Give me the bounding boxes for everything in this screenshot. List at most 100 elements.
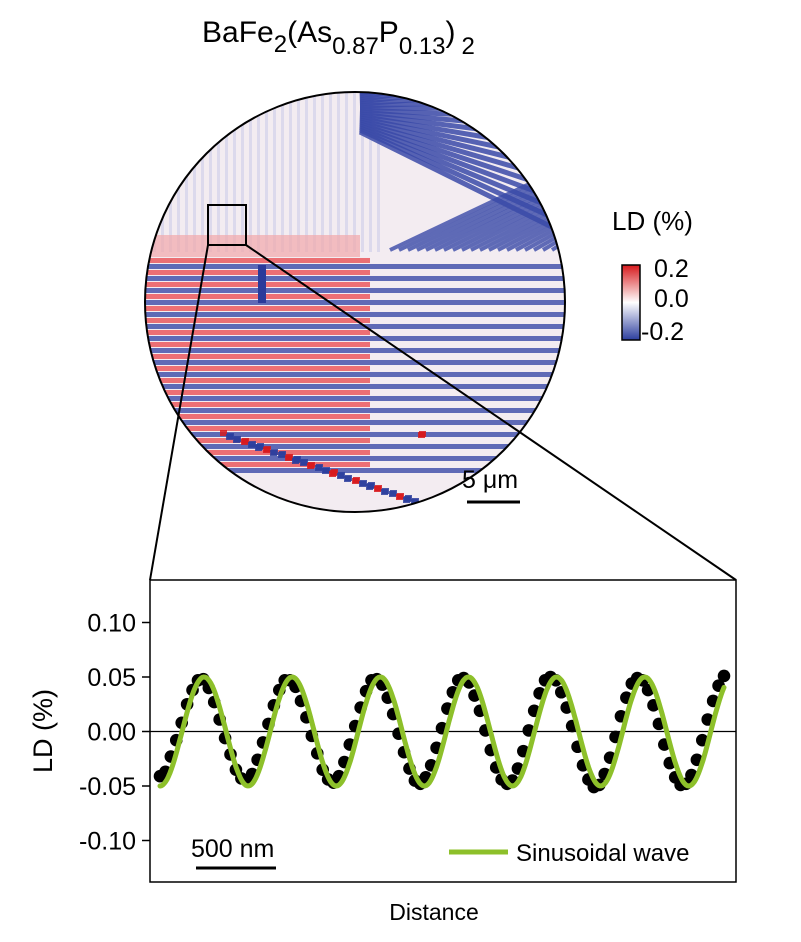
colorbar-label: LD (%) (612, 206, 693, 236)
blue-stripe (145, 276, 565, 281)
colorbar-mid-label: 0.0 (654, 285, 689, 313)
red-stripe (145, 354, 370, 359)
faint-stripe (281, 92, 284, 252)
diagonal-stripe (570, 240, 580, 250)
noise-speck (270, 450, 277, 456)
diagonal-stripe (358, 129, 565, 244)
noise-speck (248, 442, 255, 448)
faint-stripe (337, 92, 340, 252)
blue-stripe (145, 420, 565, 425)
y-tick-label: 0.00 (87, 719, 136, 747)
noise-speck (374, 486, 381, 492)
diagonal-stripe (506, 210, 565, 252)
faint-stripe (225, 92, 228, 252)
red-stripe (145, 390, 370, 395)
blue-stripe (145, 432, 565, 437)
diagonal-stripe (359, 92, 565, 101)
faint-stripe (265, 92, 268, 252)
noise-speck (241, 439, 248, 445)
blue-stripe (145, 384, 565, 389)
faint-stripe (273, 92, 276, 252)
faint-stripe (313, 92, 316, 252)
red-stripe (145, 330, 370, 335)
noise-speck (366, 484, 373, 490)
x-axis-label: Distance (389, 899, 478, 925)
noise-speck (329, 471, 336, 477)
noise-speck (322, 468, 329, 474)
noise-speck (396, 494, 403, 500)
noise-speck (263, 447, 270, 453)
red-stripe (145, 270, 370, 275)
legend-label: Sinusoidal wave (516, 840, 689, 867)
figure-title: BaFe2(As0.87P0.13) 2 (202, 16, 475, 60)
noise-speck (255, 445, 262, 451)
faint-stripe (193, 92, 196, 252)
diagonal-stripe (358, 127, 565, 233)
image-scale-bar-label: 5 μm (462, 466, 518, 494)
red-stripe (145, 342, 370, 347)
faint-stripe (153, 92, 156, 252)
pink-band (145, 235, 360, 257)
faint-stripe (377, 92, 380, 252)
sinusoidal-fit-line (157, 674, 727, 789)
noise-speck (403, 497, 410, 503)
blue-stripe (145, 264, 565, 269)
zoom-line-left (149, 244, 209, 581)
diagonal-stripe (359, 92, 565, 105)
faint-stripe (185, 92, 188, 252)
noise-speck (285, 455, 292, 461)
blue-stripe (145, 348, 565, 353)
blue-stripe (145, 300, 565, 305)
blue-stripe (145, 396, 565, 401)
noise-speck (352, 478, 359, 484)
red-stripe (145, 294, 370, 299)
y-tick-label: -0.05 (79, 773, 136, 801)
diagonal-stripe (497, 206, 565, 252)
data-point (717, 669, 731, 683)
blue-stripe (145, 372, 565, 377)
blue-stripe (145, 288, 565, 293)
noise-speck (381, 489, 388, 495)
ld-image-border (144, 91, 566, 513)
blue-stripe (145, 336, 565, 341)
noise-speck (337, 473, 344, 479)
faint-stripe (321, 92, 324, 252)
faint-stripe (305, 92, 308, 252)
red-stripe (145, 378, 370, 383)
line-profile-plot: 0.10 0.05 0.00 -0.05 -0.10 LD (%) Distance 5… (28, 579, 737, 925)
faint-stripe (297, 92, 300, 252)
ld-image (145, 92, 580, 512)
zoom-region-box (207, 204, 247, 246)
noise-speck (344, 476, 351, 482)
faint-stripe (361, 92, 364, 252)
blue-stripe (145, 312, 565, 317)
y-tick-label: 0.10 (87, 610, 136, 638)
blue-stripe (145, 360, 565, 365)
red-stripe (145, 438, 370, 443)
y-tick-label: 0.05 (87, 664, 136, 692)
faint-stripe (145, 92, 148, 252)
colorbar (621, 264, 641, 341)
noise-speck (220, 430, 227, 436)
faint-stripe (369, 92, 372, 252)
red-stripe (145, 462, 370, 467)
y-tick-label: -0.10 (79, 828, 136, 856)
blue-stripe (145, 408, 565, 413)
diagonal-stripe (579, 244, 580, 250)
diagonal-stripe (359, 105, 565, 112)
diagonal-stripe (559, 234, 565, 252)
blue-stripe (145, 324, 565, 329)
red-stripe (145, 318, 370, 323)
colorbar-max-label: 0.2 (654, 255, 689, 283)
faint-stripe (209, 92, 212, 252)
red-stripe (145, 306, 370, 311)
red-stripe (145, 414, 370, 419)
faint-stripe (161, 92, 164, 252)
noise-speck (278, 452, 285, 458)
noise-speck (315, 465, 322, 471)
blue-stripe (145, 456, 565, 461)
faint-stripe (233, 92, 236, 252)
red-stripe (145, 426, 370, 431)
colorbar-min-label: -0.2 (641, 318, 684, 346)
